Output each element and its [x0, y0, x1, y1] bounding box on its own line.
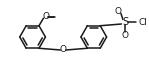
Text: O: O: [115, 7, 122, 15]
Text: S: S: [122, 17, 128, 27]
Text: Cl: Cl: [138, 17, 147, 26]
Text: O: O: [60, 46, 67, 55]
Text: O: O: [122, 31, 129, 39]
Text: O: O: [42, 12, 49, 21]
